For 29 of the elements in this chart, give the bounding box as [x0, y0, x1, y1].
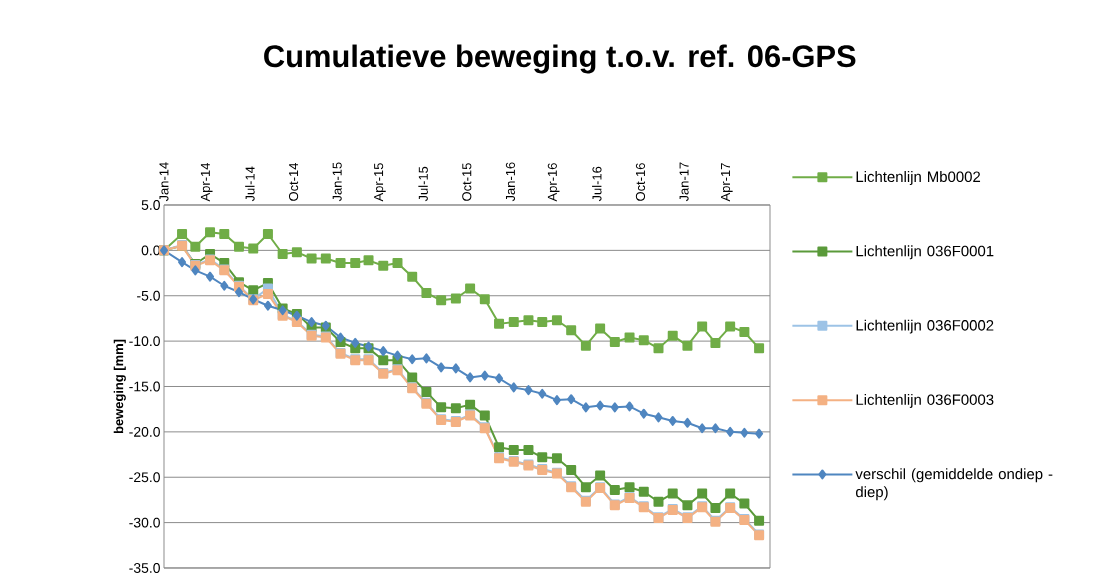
legend-label: verschil (gemiddelde ondiep - diep) — [855, 468, 1053, 501]
x-tick-label: Oct-14 — [288, 162, 299, 201]
x-tick-label: Jul-16 — [592, 166, 602, 202]
x-tick-label: Apr-17 — [721, 163, 733, 202]
x-tick-label: Jul-15 — [418, 166, 428, 202]
x-tick-label: Apr-15 — [374, 163, 386, 202]
x-tick-label: Jul-14 — [245, 166, 255, 202]
y-axis-title: beweging [mm] — [113, 339, 126, 434]
x-tick-label: Jan-15 — [332, 162, 342, 202]
x-tick-label: Apr-14 — [200, 162, 213, 202]
legend-label: Lichtenlijn 036F0001 — [856, 245, 994, 260]
y-tick-label: -30.0 — [129, 517, 160, 528]
x-tick-label: Jan-17 — [679, 162, 689, 202]
legend-label: Lichtenlijn 036F0003 — [856, 393, 994, 408]
x-tick-label: Oct-15 — [462, 163, 472, 201]
y-tick-label: -35.0 — [129, 563, 160, 573]
y-tick-label: -15.0 — [129, 381, 160, 392]
chart-title: Cumulatieve beweging t.o.v. ref. 06-GPS — [264, 44, 856, 74]
x-tick-label: Jan-16 — [505, 162, 516, 202]
x-tick-label: Oct-16 — [635, 163, 646, 201]
y-tick-label: -20.0 — [129, 426, 160, 437]
y-tick-label: 5.0 — [141, 200, 160, 210]
x-tick-label: Apr-16 — [547, 163, 560, 202]
y-tick-label: -10.0 — [129, 336, 160, 347]
legend-label: Lichtenlijn Mb0002 — [856, 171, 981, 185]
y-tick-label: -25.0 — [129, 472, 160, 483]
y-tick-label: -5.0 — [137, 290, 160, 301]
x-tick-label: Jan-14 — [159, 162, 169, 202]
legend-label: Lichtenlijn 036F0002 — [856, 319, 994, 334]
